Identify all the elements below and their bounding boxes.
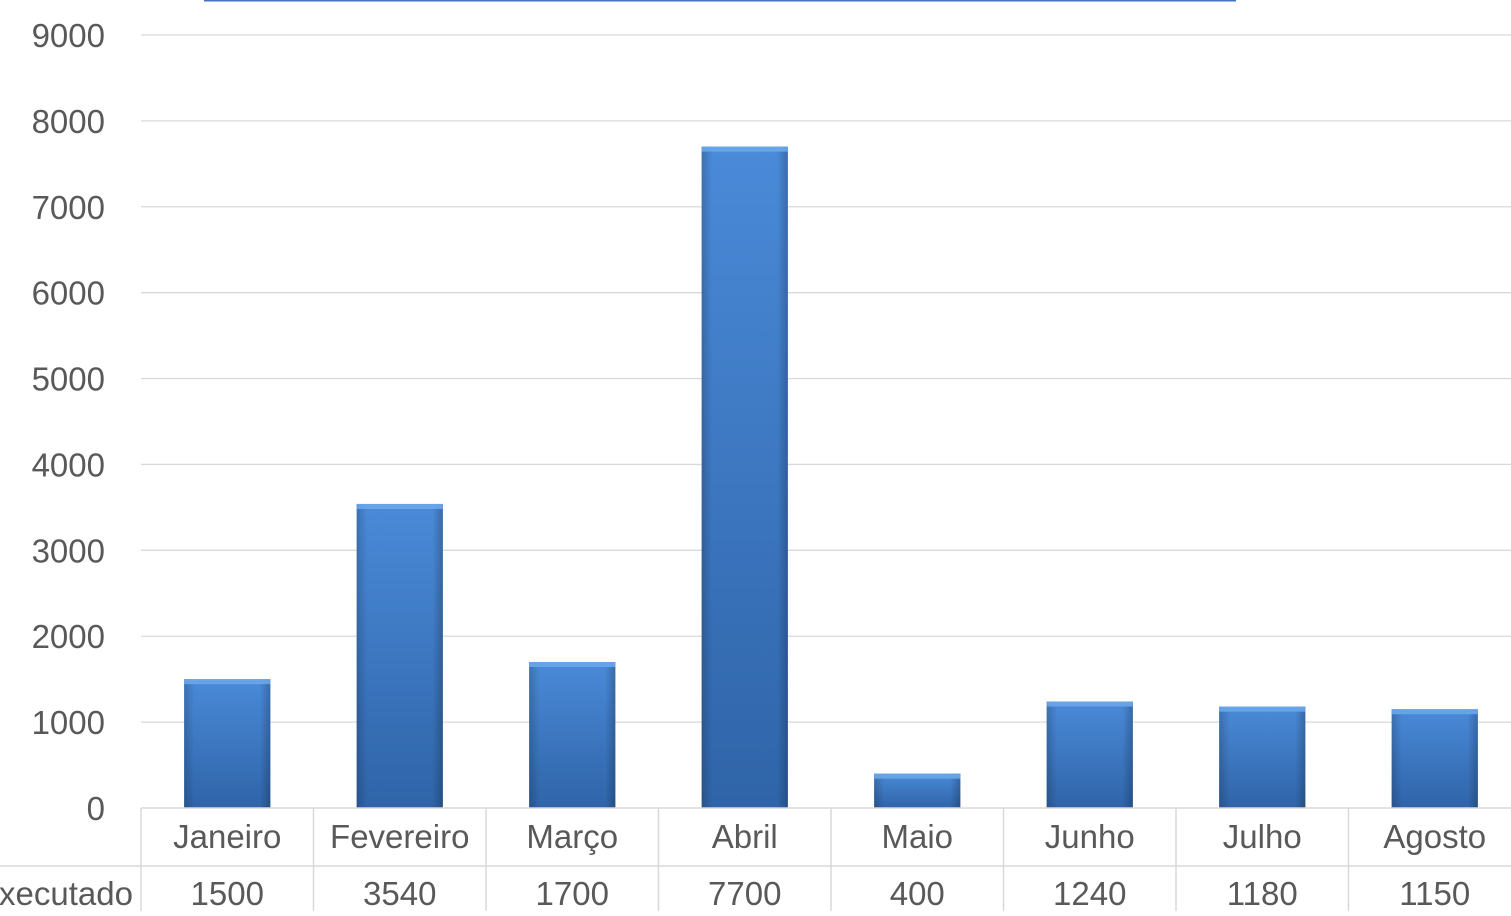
table-value: 7700	[708, 875, 781, 911]
table-value: 3540	[363, 875, 436, 911]
bar-abril	[701, 146, 788, 809]
bar-top-bevel	[701, 146, 788, 152]
bar-julho	[1219, 706, 1306, 808]
y-tick-label: 1000	[32, 704, 105, 741]
table-row-label: Executado	[0, 875, 133, 911]
y-tick-label: 2000	[32, 618, 105, 655]
y-tick-label: 9000	[32, 17, 105, 54]
y-tick-label: 0	[87, 790, 105, 827]
bar-shading	[1219, 706, 1306, 808]
bar-shading	[1391, 709, 1478, 808]
table-value: 1700	[536, 875, 609, 911]
bar-shading	[184, 679, 271, 808]
bar-top-bevel	[1046, 701, 1133, 707]
y-tick-label: 4000	[32, 446, 105, 483]
bar-shading	[701, 146, 788, 809]
bar-shading	[1046, 701, 1133, 808]
x-category-label: Julho	[1223, 818, 1302, 855]
x-category-label: Fevereiro	[330, 818, 469, 855]
y-tick-label: 5000	[32, 361, 105, 398]
x-category-label: Janeiro	[173, 818, 281, 855]
y-tick-label: 6000	[32, 275, 105, 312]
y-axis-tick-labels: 0 1000 2000 3000 4000 5000 6000 7000 8000 9000	[32, 17, 105, 827]
bar-shading	[874, 773, 961, 808]
y-tick-label: 8000	[32, 103, 105, 140]
bar-top-bevel	[184, 679, 271, 685]
gridlines	[141, 34, 1511, 723]
table-value: 1500	[191, 875, 264, 911]
y-tick-label: 7000	[32, 189, 105, 226]
bar-fevereiro	[356, 503, 443, 808]
x-category-label: Agosto	[1383, 818, 1486, 855]
table-value: 400	[890, 875, 945, 911]
bar-junho	[1046, 701, 1133, 808]
table-value: 1180	[1227, 875, 1298, 911]
x-category-label: Junho	[1045, 818, 1135, 855]
table-value: 1240	[1053, 875, 1126, 911]
x-category-label: Abril	[712, 818, 778, 855]
bar-maio	[874, 773, 961, 808]
bar-top-bevel	[1219, 706, 1306, 712]
bar-top-bevel	[1391, 709, 1478, 715]
bar-top-bevel	[874, 773, 961, 779]
x-category-label: Maio	[881, 818, 953, 855]
bar-shading	[529, 661, 616, 808]
bar-março	[529, 661, 616, 808]
bar-janeiro	[184, 679, 271, 808]
y-tick-label: 3000	[32, 532, 105, 569]
bar-top-bevel	[529, 661, 616, 667]
bar-agosto	[1391, 709, 1478, 808]
bar-shading	[356, 503, 443, 808]
bar-top-bevel	[356, 503, 443, 509]
bars	[184, 146, 1478, 809]
x-category-label: Março	[526, 818, 618, 855]
table-value: 1150	[1399, 875, 1470, 911]
data-table: Janeiro 1500 Fevereiro 3540 Março 1700 Abril 77…	[0, 807, 1511, 912]
